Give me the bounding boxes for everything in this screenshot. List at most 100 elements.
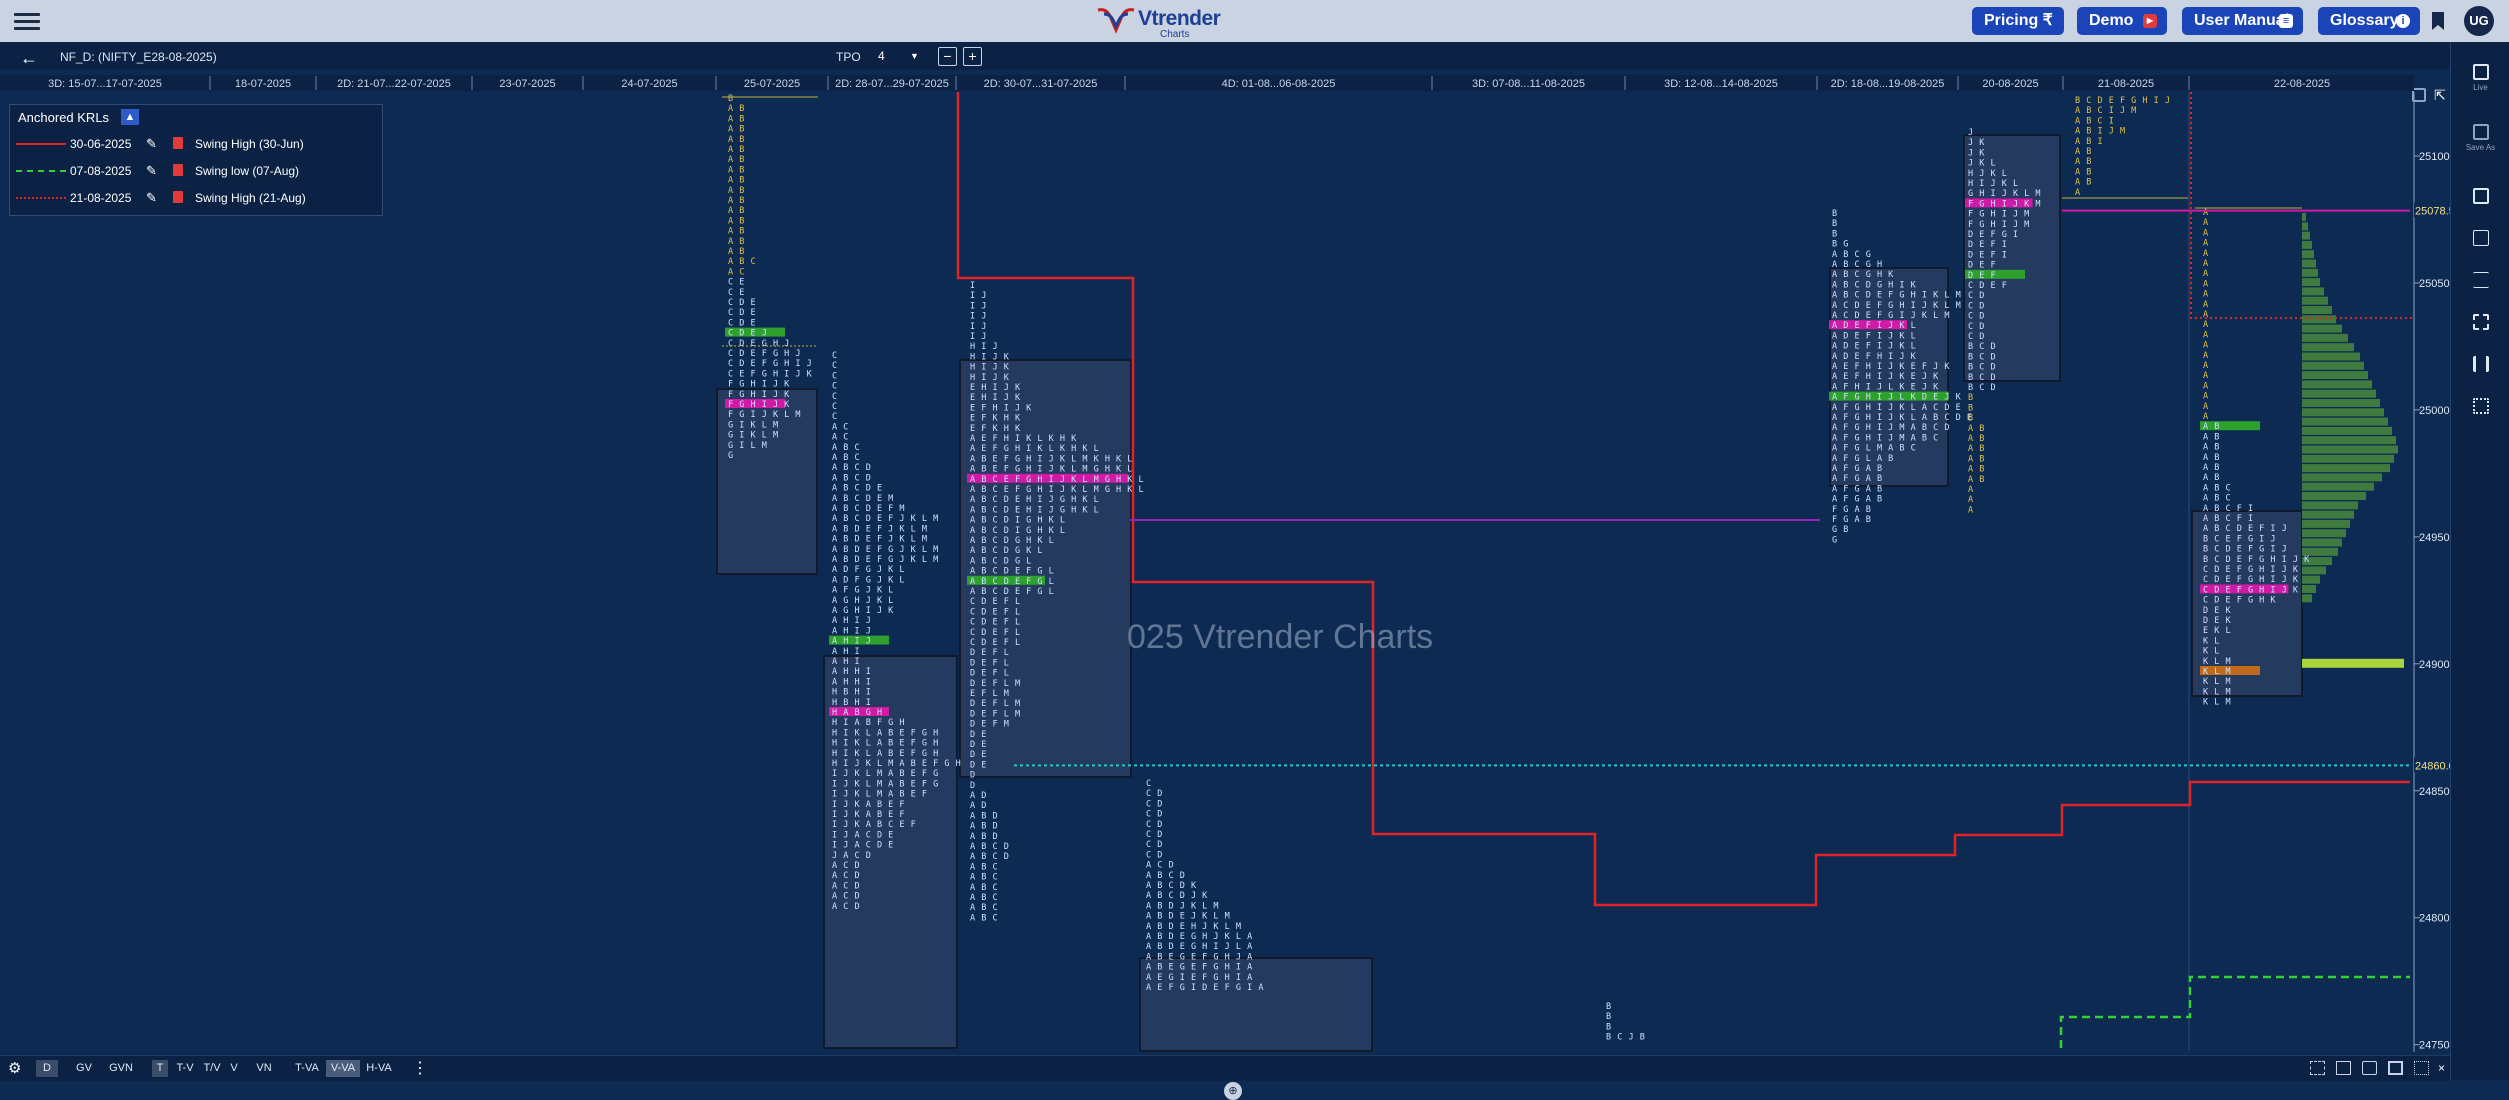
tpo-row: A B — [728, 196, 745, 206]
table-icon[interactable] — [2310, 1061, 2325, 1075]
bookmark-icon[interactable] — [2430, 11, 2446, 31]
line-chart-icon[interactable] — [2336, 1061, 2351, 1075]
tpo-row: A B C — [728, 257, 756, 267]
live-button[interactable]: Live — [2451, 64, 2509, 92]
volume-bar — [2302, 399, 2380, 407]
edit-pencil-icon[interactable]: ✎ — [146, 190, 157, 205]
tpo-highlight — [967, 473, 1129, 483]
t-button[interactable]: T — [152, 1060, 168, 1077]
right-sidebar: Live Save As — [2450, 42, 2509, 1080]
tpo-row: A G H J K L — [832, 596, 894, 606]
volume-bar — [2302, 324, 2342, 333]
tpo-row: A — [2203, 371, 2209, 381]
session-label: 2D: 28-07...29-07-2025 — [835, 78, 949, 90]
tpo-row: I J K A B C E F — [832, 820, 916, 830]
tpo-row: C — [832, 361, 838, 371]
tpo-row: A C D — [832, 881, 860, 891]
tpo-row: H I K L A B E F G H — [832, 739, 939, 749]
tv-button[interactable]: T-V — [176, 1062, 194, 1074]
vtrender-logo[interactable]: Vtrender Charts — [1096, 4, 1221, 40]
tpo-row: B C D E F G H I J K — [2203, 555, 2310, 565]
tpo-row: A B — [728, 135, 745, 145]
edit-pencil-icon[interactable]: ✎ — [146, 163, 157, 178]
zoom-out-button[interactable]: − — [938, 47, 957, 66]
tpo-row: A — [1968, 495, 1974, 505]
fullscreen-icon[interactable] — [2414, 1061, 2429, 1075]
tpo-row: C — [832, 392, 838, 402]
tpo-row: D E — [970, 760, 987, 770]
gv-button[interactable]: GV — [76, 1062, 92, 1074]
tpo-row: I J K A B E F — [832, 800, 905, 810]
tpo-label: TPO — [836, 50, 861, 64]
tpo-row: C E — [728, 288, 745, 298]
tpo-row: A — [2203, 228, 2209, 238]
back-arrow-icon[interactable]: ← — [20, 48, 38, 68]
more-vertical-icon[interactable]: ⋮ — [412, 1060, 428, 1077]
delete-trash-icon[interactable] — [173, 191, 183, 203]
tpo-row: D — [970, 771, 976, 781]
tpo-row: E K L — [2203, 626, 2231, 636]
gear-icon[interactable]: ⚙ — [8, 1060, 22, 1077]
grid-tool-button[interactable] — [2451, 314, 2509, 330]
v-va-button[interactable]: V-VA — [326, 1060, 360, 1077]
save-as-button[interactable]: Save As — [2451, 124, 2509, 152]
tpo-row: A B D — [970, 822, 998, 832]
crosshair-icon[interactable]: ⊕ — [1224, 1082, 1242, 1100]
tpo-size-select[interactable]: 4 ▼ — [878, 47, 928, 65]
tpo-row: I J — [970, 332, 987, 342]
list-tool-button[interactable] — [2451, 230, 2509, 246]
krl-name: Swing low (07-Aug) — [195, 164, 300, 178]
delete-trash-icon[interactable] — [173, 164, 183, 176]
save-icon[interactable] — [2412, 88, 2426, 102]
v-button[interactable]: V — [230, 1062, 238, 1074]
tpo-row: A F G L M A B C — [1832, 444, 1916, 454]
export-icon[interactable]: ⇱ — [2434, 87, 2446, 103]
price-tick-label: 24750 — [2419, 1040, 2450, 1052]
apps-tool-button[interactable] — [2451, 398, 2509, 414]
collapse-chevron-icon[interactable]: ▲ — [121, 109, 139, 125]
tpo-row: A C — [728, 267, 745, 277]
tpo-row: C E — [728, 278, 745, 288]
layout-icon[interactable] — [2362, 1061, 2377, 1075]
session-label: 25-07-2025 — [744, 78, 800, 90]
edit-pencil-icon[interactable]: ✎ — [146, 136, 157, 151]
t-va-button[interactable]: T-VA — [295, 1062, 319, 1074]
krl-row[interactable]: 21-08-2025 ✎ Swing High (21-Aug) — [10, 186, 384, 210]
pricing-button[interactable]: Pricing ₹ — [1972, 7, 2064, 35]
columns-tool-button[interactable] — [2451, 356, 2509, 372]
d-button[interactable]: D — [36, 1060, 58, 1077]
panel-icon[interactable] — [2388, 1061, 2403, 1075]
h-va-button[interactable]: H-VA — [366, 1062, 392, 1074]
close-icon[interactable]: × — [2438, 1061, 2446, 1075]
gvn-button[interactable]: GVN — [109, 1062, 133, 1074]
krl-row[interactable]: 30-06-2025 ✎ Swing High (30-Jun) — [10, 132, 384, 156]
volume-bar — [2302, 222, 2308, 231]
session-label: 18-07-2025 — [235, 78, 291, 90]
delete-trash-icon[interactable] — [173, 137, 183, 149]
vn-button[interactable]: VN — [256, 1062, 272, 1074]
tpo-row: A B — [728, 237, 745, 247]
tpo-highlight — [725, 399, 785, 408]
rectangle-tool-button[interactable] — [2451, 188, 2509, 204]
user-manual-button[interactable]: User Manual ≡ — [2182, 7, 2303, 35]
zoom-in-button[interactable]: + — [963, 47, 982, 66]
price-tick-label: 24850 — [2419, 786, 2450, 798]
tpo-row: A — [2203, 381, 2209, 391]
market-profile-chart[interactable]: 3D: 15-07...17-07-2025 18-07-2025 2D: 21-0… — [0, 70, 2450, 1100]
tpo-row: H I A B F G H — [832, 718, 905, 728]
demo-button[interactable]: Demo ▶ — [2077, 7, 2167, 35]
glossary-button[interactable]: Glossary i — [2318, 7, 2420, 35]
t-over-v-button[interactable]: T/V — [203, 1062, 221, 1074]
tpo-row: J K — [1968, 148, 1985, 158]
tpo-row: A B — [728, 176, 745, 186]
tpo-row: D E — [970, 750, 987, 760]
tpo-row: G I L M — [728, 441, 767, 451]
krl-row[interactable]: 07-08-2025 ✎ Swing low (07-Aug) — [10, 159, 384, 183]
menu-icon[interactable] — [14, 10, 40, 32]
value-area-box — [1139, 957, 1373, 1052]
tpo-row: G — [728, 451, 734, 461]
tpo-row: J K — [1968, 138, 1985, 148]
lines-tool-button[interactable] — [2451, 272, 2509, 288]
session-label: 2D: 30-07...31-07-2025 — [984, 78, 1098, 90]
user-avatar[interactable]: UG — [2464, 6, 2494, 36]
